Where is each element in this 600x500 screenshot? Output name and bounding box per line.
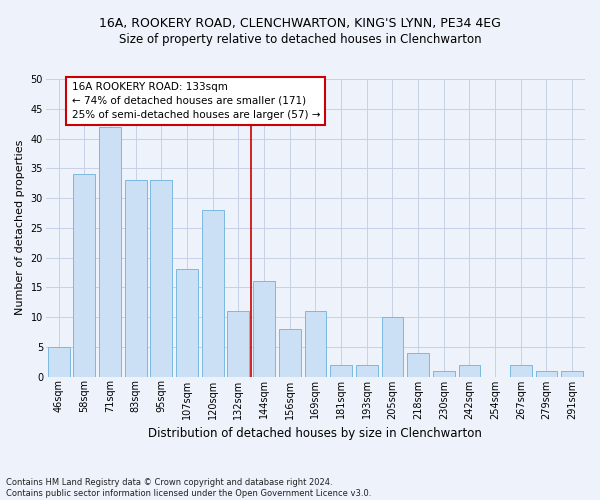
Bar xyxy=(458,364,481,376)
Bar xyxy=(48,347,70,376)
Text: Size of property relative to detached houses in Clenchwarton: Size of property relative to detached ho… xyxy=(119,32,481,46)
Bar xyxy=(356,364,377,376)
Text: Contains HM Land Registry data © Crown copyright and database right 2024.
Contai: Contains HM Land Registry data © Crown c… xyxy=(6,478,371,498)
Bar xyxy=(279,329,301,376)
Bar xyxy=(330,364,352,376)
Bar xyxy=(382,317,403,376)
Bar xyxy=(125,180,146,376)
Bar xyxy=(176,270,198,376)
Y-axis label: Number of detached properties: Number of detached properties xyxy=(15,140,25,316)
Bar xyxy=(202,210,224,376)
Bar xyxy=(561,370,583,376)
Bar xyxy=(73,174,95,376)
Bar xyxy=(151,180,172,376)
Bar xyxy=(407,352,429,376)
Bar xyxy=(99,126,121,376)
Text: 16A ROOKERY ROAD: 133sqm
← 74% of detached houses are smaller (171)
25% of semi-: 16A ROOKERY ROAD: 133sqm ← 74% of detach… xyxy=(71,82,320,120)
Bar xyxy=(305,311,326,376)
Bar xyxy=(510,364,532,376)
Bar xyxy=(433,370,455,376)
Bar xyxy=(227,311,250,376)
X-axis label: Distribution of detached houses by size in Clenchwarton: Distribution of detached houses by size … xyxy=(148,427,482,440)
Text: 16A, ROOKERY ROAD, CLENCHWARTON, KING'S LYNN, PE34 4EG: 16A, ROOKERY ROAD, CLENCHWARTON, KING'S … xyxy=(99,18,501,30)
Bar xyxy=(253,282,275,376)
Bar xyxy=(536,370,557,376)
